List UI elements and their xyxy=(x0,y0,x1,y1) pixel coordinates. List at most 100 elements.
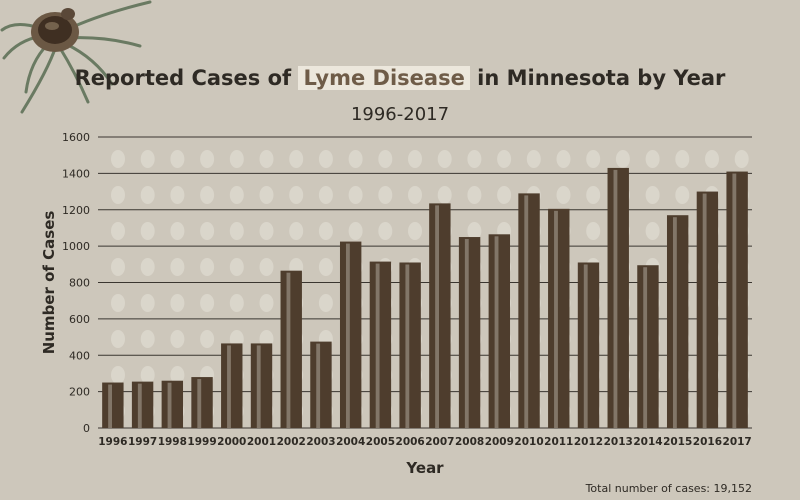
pattern-bug-icon xyxy=(497,150,512,168)
pattern-bug-icon xyxy=(289,186,304,204)
y-tick-label: 1200 xyxy=(62,204,90,217)
pattern-bug-icon xyxy=(200,294,215,312)
x-tick-label: 2016 xyxy=(693,436,722,448)
pattern-bug-icon xyxy=(675,150,690,168)
y-tick-label: 1000 xyxy=(62,240,90,253)
x-tick-label: 2004 xyxy=(336,436,365,448)
pattern-bug-icon xyxy=(289,150,304,168)
bar xyxy=(518,193,540,428)
pattern-bug-icon xyxy=(378,150,393,168)
bar-highlight xyxy=(435,205,440,428)
bar xyxy=(250,343,273,428)
pattern-bug-icon xyxy=(437,150,452,168)
pattern-bug-icon xyxy=(140,186,155,204)
x-tick-label: 1997 xyxy=(128,436,157,448)
chart-subtitle: 1996-2017 xyxy=(350,104,450,125)
pattern-bug-icon xyxy=(229,150,244,168)
pattern-bug-icon xyxy=(348,222,363,240)
pattern-bug-icon xyxy=(111,294,125,312)
pattern-bug-icon xyxy=(734,150,749,168)
pattern-bug-icon xyxy=(318,258,333,276)
title-after: in Minnesota by Year xyxy=(469,66,726,90)
pattern-bug-icon xyxy=(497,186,512,204)
bar-highlight xyxy=(732,173,737,428)
pattern-bug-icon xyxy=(140,150,155,168)
bar xyxy=(102,382,124,428)
pattern-bug-icon xyxy=(615,150,630,168)
x-tick-label: 2009 xyxy=(485,436,514,448)
pattern-bug-icon xyxy=(229,186,244,204)
chart-title: Reported Cases of Lyme Disease in Minnes… xyxy=(0,66,800,90)
x-tick-label: 2000 xyxy=(217,436,246,448)
title-before: Reported Cases of xyxy=(74,66,299,90)
total-cases-note: Total number of cases: 19,152 xyxy=(585,482,752,495)
title-highlight: Lyme Disease xyxy=(298,66,470,90)
pattern-bug-icon xyxy=(200,330,215,348)
bar-highlight xyxy=(405,264,410,428)
pattern-bug-icon xyxy=(140,258,155,276)
pattern-bug-icon xyxy=(378,222,393,240)
y-tick-label: 1600 xyxy=(62,131,90,144)
pattern-bug-icon xyxy=(111,186,125,204)
bar-highlight xyxy=(227,345,231,428)
pattern-bug-icon xyxy=(526,150,541,168)
pattern-bug-icon xyxy=(408,150,422,168)
pattern-bug-icon xyxy=(645,222,660,240)
pattern-bug-icon xyxy=(259,294,274,312)
pattern-bug-icon xyxy=(586,150,601,168)
pattern-bug-icon xyxy=(467,222,482,240)
pattern-bug-icon xyxy=(200,258,215,276)
pattern-bug-icon xyxy=(556,186,571,204)
pattern-bug-icon xyxy=(170,222,185,240)
pattern-bug-icon xyxy=(378,186,393,204)
pattern-bug-icon xyxy=(645,186,660,204)
x-axis-title: Year xyxy=(405,459,444,477)
pattern-bug-icon xyxy=(170,186,185,204)
bar-highlight xyxy=(464,239,469,428)
pattern-bug-icon xyxy=(318,294,333,312)
bar-highlight xyxy=(197,379,202,428)
x-tick-label: 2012 xyxy=(574,436,603,448)
pattern-bug-icon xyxy=(318,222,333,240)
pattern-bug-icon xyxy=(170,366,185,384)
pattern-bug-icon xyxy=(229,222,244,240)
bar-highlight xyxy=(583,264,588,428)
bar-highlight xyxy=(643,267,648,428)
bar xyxy=(310,341,332,428)
bar xyxy=(339,241,362,428)
pattern-bug-icon xyxy=(556,150,571,168)
bar xyxy=(548,208,570,428)
pattern-bug-icon xyxy=(586,222,601,240)
y-axis-title: Number of Cases xyxy=(40,211,58,355)
bar xyxy=(280,270,302,428)
pattern-bug-icon xyxy=(318,150,333,168)
pattern-bug-icon xyxy=(111,366,125,384)
y-tick-label: 400 xyxy=(69,349,90,362)
bar xyxy=(666,215,689,428)
pattern-bug-icon xyxy=(140,330,155,348)
pattern-bug-icon xyxy=(259,222,274,240)
pattern-bug-icon xyxy=(140,366,155,384)
pattern-bug-icon xyxy=(259,150,274,168)
pattern-bug-icon xyxy=(645,150,660,168)
pattern-bug-icon xyxy=(467,186,482,204)
pattern-bug-icon xyxy=(111,222,125,240)
pattern-bug-icon xyxy=(140,222,155,240)
x-tick-label: 2002 xyxy=(277,436,306,448)
bar xyxy=(577,262,600,428)
bar xyxy=(458,237,481,428)
bar-highlight xyxy=(613,169,618,428)
x-tick-label: 2006 xyxy=(396,436,425,448)
x-tick-label: 2011 xyxy=(544,436,573,448)
x-tick-label: 2015 xyxy=(663,436,692,448)
pattern-bug-icon xyxy=(289,222,304,240)
x-tick-label: 2007 xyxy=(425,436,454,448)
pattern-bug-icon xyxy=(705,150,719,168)
x-tick-label: 1996 xyxy=(98,436,127,448)
x-tick-label: 2005 xyxy=(366,436,395,448)
bar-highlight xyxy=(108,384,113,428)
bar-highlight xyxy=(137,383,142,428)
pattern-bug-icon xyxy=(200,222,215,240)
bar xyxy=(637,265,659,428)
